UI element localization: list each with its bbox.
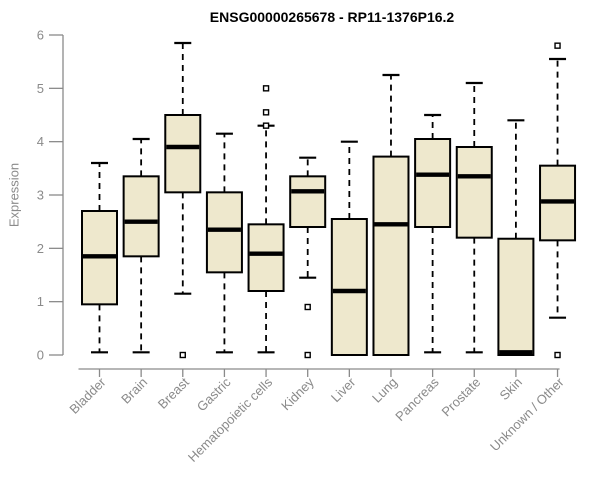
boxplot-box bbox=[330, 218, 368, 356]
boxplot-box bbox=[122, 175, 160, 258]
x-tick-label: Breast bbox=[155, 374, 192, 411]
y-tick-label: 0 bbox=[37, 348, 44, 363]
y-tick-label: 4 bbox=[37, 134, 44, 149]
outlier-point bbox=[304, 303, 311, 311]
x-tick-label: Lung bbox=[369, 375, 400, 406]
x-tick-label: Brain bbox=[118, 375, 150, 407]
y-tick-label: 3 bbox=[37, 188, 44, 203]
boxplot-box bbox=[289, 175, 327, 228]
boxplot-box bbox=[497, 237, 535, 357]
x-tick-label: Liver bbox=[328, 374, 359, 405]
chart-title: ENSG00000265678 - RP11-1376P16.2 bbox=[209, 9, 455, 25]
boxplot-box bbox=[372, 155, 410, 356]
boxplot-box bbox=[247, 223, 285, 292]
outlier-point bbox=[304, 351, 311, 359]
x-tick-label: Pancreas bbox=[392, 374, 442, 424]
outlier-point bbox=[262, 109, 270, 116]
x-tick-label: Skin bbox=[497, 375, 525, 403]
y-tick-label: 6 bbox=[37, 28, 44, 43]
boxplot-box bbox=[455, 146, 493, 239]
y-tick-label: 2 bbox=[37, 241, 44, 256]
x-tick-label: Bladder bbox=[66, 374, 109, 417]
outlier-point bbox=[262, 122, 270, 129]
outlier-point bbox=[554, 351, 561, 359]
x-tick-label: Gastric bbox=[194, 374, 234, 414]
y-tick-label: 1 bbox=[37, 294, 44, 309]
outlier-point bbox=[179, 351, 186, 359]
boxplot-box bbox=[414, 138, 452, 228]
boxplot-box bbox=[164, 114, 202, 194]
x-tick-label: Unknown / Other bbox=[487, 374, 567, 454]
outlier-point bbox=[262, 85, 270, 92]
boxplot-box bbox=[205, 191, 243, 274]
y-tick-label: 5 bbox=[37, 81, 44, 96]
x-tick-label: Prostate bbox=[439, 375, 484, 420]
x-tick-label: Kidney bbox=[278, 374, 317, 413]
outlier-point bbox=[554, 42, 561, 49]
